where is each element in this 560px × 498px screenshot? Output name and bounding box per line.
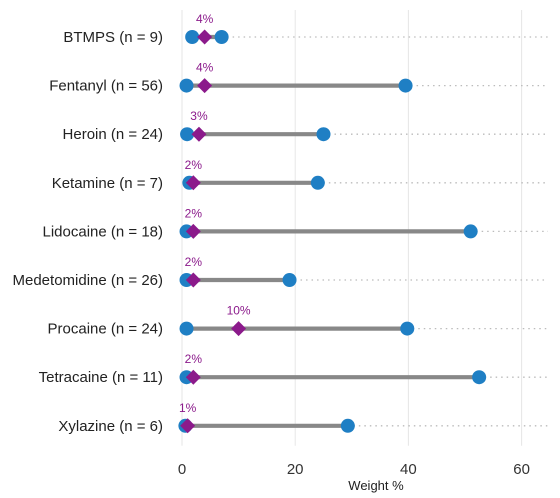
- category-label: BTMPS (n = 9): [63, 29, 163, 46]
- dumbbell-row: Lidocaine (n = 18) 2%: [43, 206, 548, 240]
- median-marker: [197, 29, 213, 45]
- dumbbell-row: BTMPS (n = 9) 4%: [63, 12, 548, 46]
- median-marker: [185, 223, 201, 239]
- max-point: [316, 127, 331, 142]
- max-point: [398, 78, 413, 93]
- max-point: [214, 30, 229, 44]
- max-point: [472, 370, 487, 385]
- dumbbell-row: Medetomidine (n = 26) 2%: [13, 255, 548, 289]
- dumbbell-row: Fentanyl (n = 56) 4%: [49, 61, 548, 95]
- median-label: 4%: [196, 61, 214, 75]
- median-label: 1%: [179, 401, 197, 415]
- dumbbell-row: Xylazine (n = 6) 1%: [58, 401, 548, 435]
- x-axis-title: Weight %: [348, 478, 404, 493]
- rows-layer: BTMPS (n = 9) 4% Fentanyl (n = 56) 4% Heroin…: [13, 12, 548, 435]
- x-tick-label: 60: [513, 461, 530, 478]
- max-point: [340, 418, 355, 433]
- median-label: 10%: [227, 304, 251, 318]
- median-label: 2%: [185, 255, 203, 269]
- x-axis: 0 20 40 60: [178, 461, 530, 478]
- max-point: [282, 273, 297, 287]
- median-marker: [185, 369, 201, 385]
- min-point: [179, 321, 194, 336]
- category-label: Tetracaine (n = 11): [39, 369, 163, 386]
- max-point: [400, 321, 415, 336]
- median-marker: [231, 321, 247, 337]
- min-point: [179, 78, 194, 93]
- min-point: [185, 30, 200, 44]
- dumbbell-row: Procaine (n = 24) 10%: [48, 304, 548, 338]
- dumbbell-row: Tetracaine (n = 11) 2%: [39, 352, 548, 386]
- category-label: Fentanyl (n = 56): [49, 78, 163, 95]
- median-marker: [185, 175, 201, 191]
- max-point: [463, 224, 478, 239]
- category-label: Procaine (n = 24): [48, 321, 163, 338]
- category-label: Xylazine (n = 6): [58, 418, 163, 435]
- median-label: 4%: [196, 12, 214, 26]
- x-tick-label: 20: [287, 461, 304, 478]
- median-marker: [185, 272, 201, 288]
- median-label: 2%: [185, 206, 203, 220]
- dumbbell-row: Ketamine (n = 7) 2%: [52, 158, 548, 192]
- x-tick-label: 0: [178, 461, 186, 478]
- min-point: [180, 127, 195, 142]
- median-label: 3%: [190, 109, 208, 123]
- category-label: Medetomidine (n = 26): [13, 272, 164, 289]
- dumbbell-row: Heroin (n = 24) 3%: [63, 109, 548, 143]
- category-label: Heroin (n = 24): [63, 126, 163, 143]
- max-point: [310, 175, 325, 190]
- median-label: 2%: [185, 352, 203, 366]
- median-marker: [180, 418, 196, 434]
- median-marker: [197, 78, 213, 94]
- category-label: Lidocaine (n = 18): [43, 223, 164, 240]
- median-marker: [191, 126, 207, 142]
- x-tick-label: 40: [400, 461, 417, 478]
- median-label: 2%: [185, 158, 203, 172]
- category-label: Ketamine (n = 7): [52, 175, 163, 192]
